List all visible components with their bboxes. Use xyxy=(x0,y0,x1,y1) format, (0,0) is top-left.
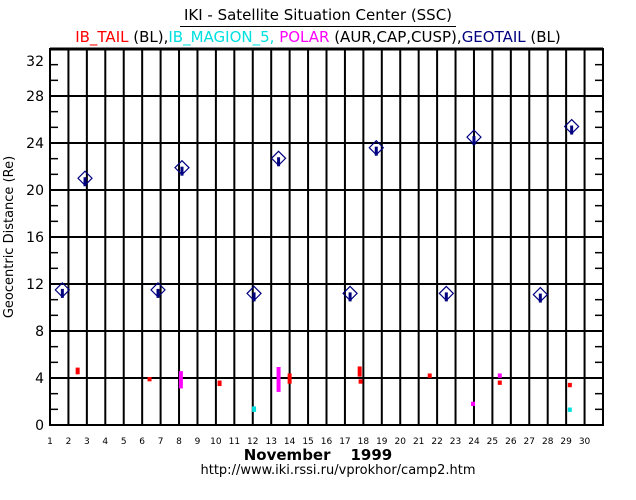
x-tick-label: 11 xyxy=(229,437,240,447)
x-tick-label: 28 xyxy=(542,437,554,447)
geotail-diamond-marker xyxy=(342,285,358,302)
y-tick-label: 28 xyxy=(26,89,44,105)
geotail-diamond-marker xyxy=(466,129,482,145)
x-tick-label: 13 xyxy=(265,437,276,447)
y-tick-label: 12 xyxy=(26,277,44,293)
geotail-diamond-marker xyxy=(270,150,287,167)
data-point-ib-tail xyxy=(147,377,152,382)
y-tick-label: 8 xyxy=(35,324,44,340)
x-tick-label: 16 xyxy=(321,437,333,447)
x-tick-label: 22 xyxy=(431,437,442,447)
legend-entry: IB_MAGION_5, xyxy=(168,28,280,46)
y-axis-title: Geocentric Distance (Re) xyxy=(2,156,17,318)
data-point-ib-tail xyxy=(217,380,222,387)
x-tick-label: 8 xyxy=(176,437,182,447)
x-tick-label: 29 xyxy=(560,437,572,447)
data-point-ib-tail xyxy=(358,379,363,384)
x-tick-label: 18 xyxy=(358,437,370,447)
x-tick-label: 19 xyxy=(376,437,388,447)
x-tick-label: 23 xyxy=(450,437,461,447)
chart-title: IKI - Satellite Situation Center (SSC) xyxy=(0,6,636,27)
data-point-ib-tail xyxy=(75,367,80,375)
geotail-diamond-marker xyxy=(563,118,580,135)
x-tick-label: 26 xyxy=(505,437,517,447)
legend: IB_TAIL (BL),IB_MAGION_5, POLAR (AUR,CAP… xyxy=(0,28,636,46)
geotail-diamond-marker xyxy=(532,286,549,303)
y-tick-label: 32 xyxy=(26,54,44,70)
data-point-ib-tail xyxy=(567,382,572,388)
data-point-ib-tail xyxy=(357,366,362,377)
y-tick-label: 24 xyxy=(26,136,44,152)
geotail-diamond-marker xyxy=(150,282,166,298)
y-tick-label: 20 xyxy=(26,183,44,199)
geotail-diamond-marker xyxy=(246,285,262,302)
x-tick-label: 6 xyxy=(139,437,145,447)
data-point-polar xyxy=(276,367,281,392)
legend-entry: (AUR,CAP,CUSP), xyxy=(329,28,462,46)
geotail-diamond-marker xyxy=(368,139,385,156)
geotail-diamond-marker xyxy=(174,159,190,176)
data-point-ib-tail xyxy=(427,373,432,378)
x-tick-label: 17 xyxy=(339,437,350,447)
y-tick-label: 0 xyxy=(35,418,44,434)
x-tick-label: 25 xyxy=(487,437,498,447)
x-tick-label: 4 xyxy=(102,437,108,447)
x-tick-label: 9 xyxy=(195,437,201,447)
x-tick-label: 2 xyxy=(66,437,72,447)
x-tick-label: 27 xyxy=(524,437,535,447)
x-tick-label: 1 xyxy=(47,437,53,447)
legend-entry: (BL), xyxy=(128,28,169,46)
legend-entry: IB_TAIL xyxy=(75,28,129,46)
data-point-ib-tail xyxy=(287,373,292,384)
data-point-polar xyxy=(471,401,476,407)
source-url[interactable]: http://www.iki.rssi.ru/vprokhor/camp2.ht… xyxy=(200,463,476,478)
chart-title-text: IKI - Satellite Situation Center (SSC) xyxy=(179,6,457,27)
data-point-polar xyxy=(178,371,183,389)
x-tick-label: 24 xyxy=(468,437,480,447)
x-tick-label: 20 xyxy=(395,437,407,447)
x-tick-label: 3 xyxy=(84,437,90,447)
x-tick-label: 14 xyxy=(284,437,296,447)
y-tick-label: 16 xyxy=(26,230,44,246)
x-tick-label: 15 xyxy=(302,437,313,447)
year-label: 1999 xyxy=(350,446,393,464)
x-tick-label: 21 xyxy=(413,437,424,447)
geotail-diamond-marker xyxy=(54,282,71,298)
legend-entry: (BL) xyxy=(525,28,561,46)
x-tick-label: 7 xyxy=(158,437,164,447)
geotail-diamond-marker xyxy=(77,170,93,187)
legend-entry: GEOTAIL xyxy=(461,28,526,46)
legend-entry: POLAR xyxy=(279,28,330,46)
x-axis-title: November 1999 xyxy=(0,446,636,464)
x-tick-label: 5 xyxy=(121,437,127,447)
x-tick-label: 12 xyxy=(247,437,258,447)
x-tick-label: 10 xyxy=(210,437,222,447)
geotail-diamond-marker xyxy=(438,285,455,302)
y-tick-label: 4 xyxy=(35,371,44,387)
data-point-polar xyxy=(497,373,502,378)
data-point-ib-magion-5 xyxy=(252,406,257,412)
data-point-ib-tail xyxy=(497,380,502,385)
x-tick-label: 30 xyxy=(579,437,591,447)
month-label: November xyxy=(243,446,331,464)
data-point-ib-magion-5 xyxy=(567,407,572,412)
